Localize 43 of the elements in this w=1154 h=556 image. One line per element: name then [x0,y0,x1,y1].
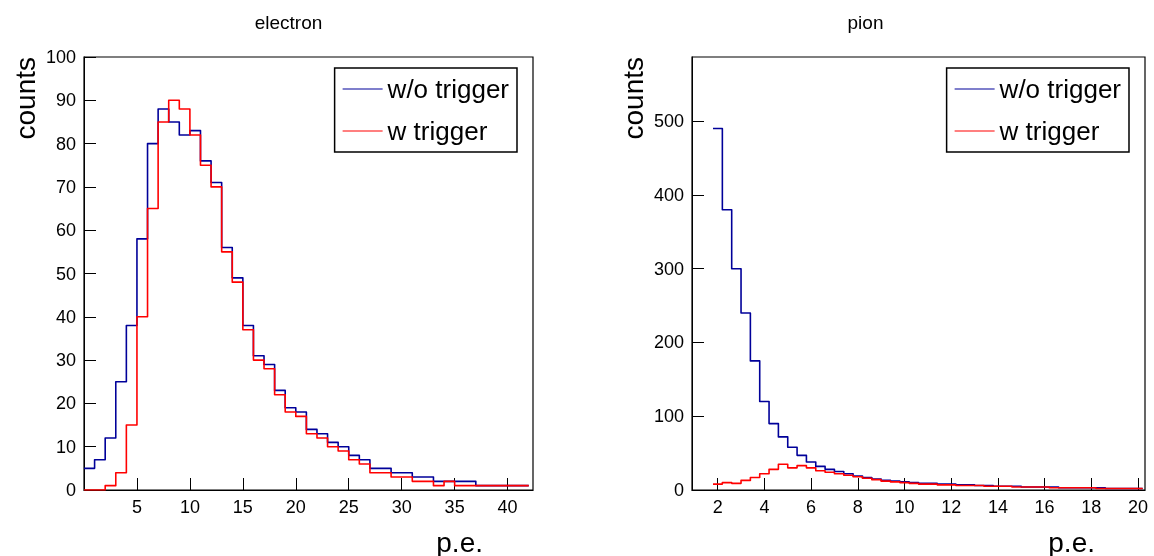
x-tick-label: 40 [497,497,518,517]
y-tick-label: 80 [55,133,76,154]
x-tick-label: 6 [806,497,817,517]
legend-label: w trigger [998,116,1100,146]
y-tick-label: 500 [653,111,684,132]
y-tick-label: 100 [653,406,684,427]
y-tick-label: 400 [653,184,684,205]
x-tick-label: 12 [941,497,962,517]
x-tick-label: 15 [232,497,253,517]
x-tick-label: 10 [894,497,915,517]
chart-title: pion [847,12,884,33]
y-tick-label: 0 [65,480,76,500]
y-tick-label: 60 [55,220,76,241]
legend-label: w/o trigger [386,74,510,104]
x-tick-label: 30 [391,497,412,517]
x-tick-label: 10 [179,497,200,517]
x-tick-label: 35 [444,497,465,517]
y-tick-label: 50 [55,263,76,284]
y-tick-label: 20 [55,393,76,414]
y-tick-label: 200 [653,332,684,353]
y-tick-label: 0 [673,480,684,500]
y-tick-label: 10 [55,436,76,457]
x-tick-label: 20 [285,497,306,517]
x-tick-label: 8 [852,497,863,517]
legend-label: w trigger [386,116,488,146]
y-tick-label: 30 [55,350,76,371]
x-tick-label: 20 [1127,497,1149,517]
chart-title: electron [254,12,323,33]
x-tick-label: 16 [1034,497,1055,517]
y-tick-label: 90 [55,90,76,111]
x-tick-label: 5 [131,497,142,517]
x-tick-label: 4 [759,497,770,517]
y-tick-label: 40 [55,306,76,327]
x-tick-label: 14 [987,497,1008,517]
legend-label: w/o trigger [998,74,1122,104]
y-axis-title: counts [9,57,41,140]
y-tick-label: 70 [55,176,76,197]
x-tick-label: 18 [1081,497,1102,517]
x-tick-label: 2 [712,497,723,517]
y-tick-label: 100 [45,47,76,67]
x-tick-label: 25 [338,497,359,517]
y-tick-label: 300 [653,258,684,279]
y-axis-title: counts [617,57,649,140]
